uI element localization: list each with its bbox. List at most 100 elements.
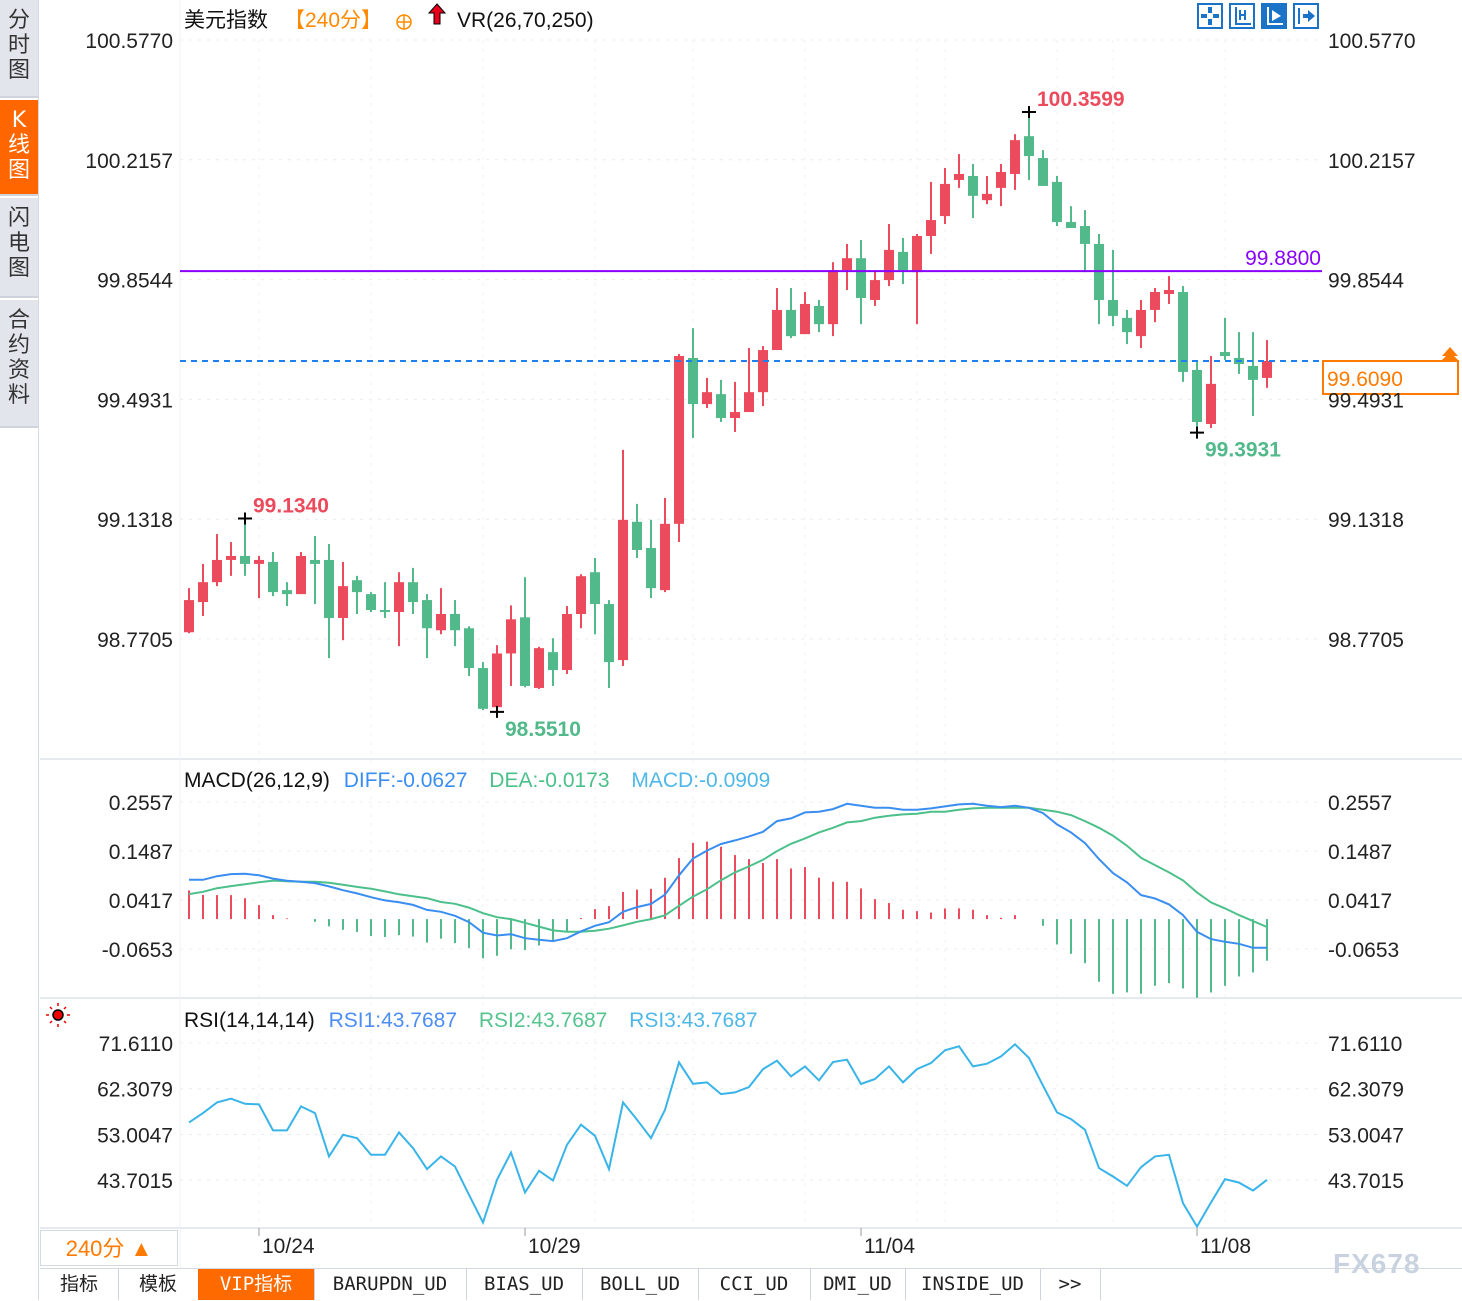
sidebar-item-flash[interactable]: 闪电图 — [0, 198, 38, 298]
candle-down — [422, 594, 432, 659]
extreme-label: 100.3599 — [1037, 88, 1125, 111]
candle-body — [940, 183, 950, 217]
tab-barupdnud[interactable]: BARUPDN_UD — [314, 1269, 467, 1300]
candle-body — [506, 619, 516, 654]
x-tick-label: 11/04 — [864, 1235, 915, 1258]
zoom-in-icon[interactable] — [1229, 3, 1255, 29]
candle-body — [450, 613, 460, 631]
candle-up — [758, 346, 768, 407]
candle-down — [1122, 309, 1132, 345]
y-tick-right: 0.1487 — [1328, 841, 1392, 864]
candle-body — [660, 523, 670, 591]
candle-up — [996, 164, 1006, 207]
candle-body — [352, 580, 362, 593]
rsi-title: RSI(14,14,14) — [184, 1009, 315, 1032]
candle-down — [310, 536, 320, 605]
candle-body — [198, 582, 208, 603]
settings-sun-icon[interactable] — [46, 1003, 70, 1027]
candle-up — [618, 449, 628, 667]
macd-diff-legend: DIFF:-0.0627 — [344, 769, 468, 792]
candle-up — [576, 574, 586, 629]
y-tick-left: 99.1318 — [97, 509, 173, 532]
candle-down — [590, 557, 600, 635]
price-alert-icon — [1442, 346, 1458, 360]
candle-down — [716, 379, 726, 423]
tab-bollud[interactable]: BOLL_UD — [582, 1269, 699, 1300]
candle-down — [1080, 210, 1090, 273]
y-tick-right: 99.1318 — [1328, 509, 1404, 532]
zoom-out-icon[interactable] — [1261, 3, 1287, 29]
y-tick-left: 99.8544 — [97, 270, 173, 293]
period-selector[interactable]: 240分 ▲ — [40, 1230, 178, 1266]
y-tick-right: 99.8544 — [1328, 270, 1404, 293]
candle-body — [394, 582, 404, 613]
tab-cciud[interactable]: CCI_UD — [698, 1269, 811, 1300]
tab-dmiud[interactable]: DMI_UD — [810, 1269, 906, 1300]
arrow-up-icon[interactable] — [427, 3, 447, 25]
candle-body — [1262, 360, 1272, 378]
y-tick-right: 62.3079 — [1328, 1079, 1404, 1102]
y-tick-right: -0.0653 — [1328, 939, 1399, 962]
candle-body — [954, 173, 964, 180]
candle-down — [632, 503, 642, 558]
sidebar-item-contract[interactable]: 合约资料 — [0, 300, 38, 428]
candle-body — [380, 610, 390, 613]
candle-body — [1192, 369, 1202, 423]
candle-body — [282, 590, 292, 595]
tab-vip指标[interactable]: VIP指标 — [198, 1269, 315, 1300]
candle-down — [408, 567, 418, 614]
candle-body — [968, 175, 978, 196]
tab-more[interactable]: >> — [1040, 1269, 1101, 1300]
candle-down — [1052, 175, 1062, 227]
candles: 100.3599 99.1340 98.5510 99.3931 — [184, 88, 1281, 741]
candle-up — [226, 542, 236, 576]
candle-body — [1136, 309, 1146, 337]
diff-line — [189, 802, 1267, 949]
extreme-label: 99.1340 — [253, 494, 329, 517]
crosshair-icon[interactable] — [1197, 3, 1223, 29]
x-tick-label: 10/24 — [262, 1235, 315, 1258]
add-icon[interactable] — [396, 14, 412, 30]
macd-legend: MACD(26,12,9) DIFF:-0.0627 DEA:-0.0173 M… — [184, 769, 770, 792]
candle-down — [450, 600, 460, 647]
candle-body — [1080, 226, 1090, 244]
candle-down — [688, 328, 698, 438]
candle-down — [1066, 206, 1076, 229]
candle-down — [1024, 111, 1034, 180]
tab-biasud[interactable]: BIAS_UD — [466, 1269, 583, 1300]
sidebar-item-intraday[interactable]: 分时图 — [0, 0, 38, 98]
rsi3-legend: RSI3:43.7687 — [629, 1009, 757, 1032]
candle-up — [338, 561, 348, 641]
candle-down — [814, 299, 824, 333]
candle-body — [870, 280, 880, 300]
candle-body — [324, 559, 334, 618]
candle-body — [436, 613, 446, 631]
candle-body — [786, 309, 796, 337]
candle-body — [800, 303, 810, 335]
candle-up — [982, 175, 992, 205]
candle-body — [1010, 140, 1020, 174]
candle-body — [576, 576, 586, 614]
candle-body — [758, 350, 768, 393]
tab-模板[interactable]: 模板 — [118, 1269, 199, 1300]
candle-body — [842, 258, 852, 271]
candle-body — [422, 600, 432, 629]
candle-body — [1150, 292, 1160, 310]
candle-down — [478, 662, 488, 711]
candle-down — [1038, 150, 1048, 186]
candle-body — [632, 521, 642, 551]
candle-down — [1248, 332, 1258, 417]
candle-down — [464, 626, 474, 677]
candle-down — [352, 575, 362, 614]
y-tick-right: 0.2557 — [1328, 792, 1392, 815]
candle-body — [884, 249, 894, 281]
tab-指标[interactable]: 指标 — [40, 1269, 119, 1300]
scroll-right-icon[interactable] — [1293, 3, 1319, 29]
candle-body — [604, 604, 614, 663]
candle-up — [506, 605, 516, 686]
tab-insideud[interactable]: INSIDE_UD — [905, 1269, 1041, 1300]
candle-up — [772, 288, 782, 351]
